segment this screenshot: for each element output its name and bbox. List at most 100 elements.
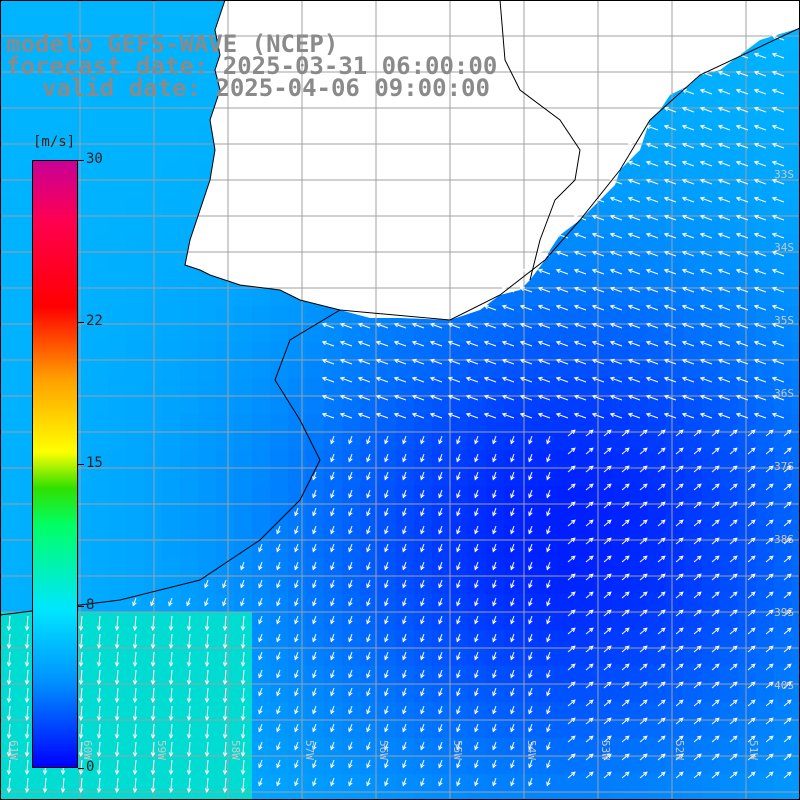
speed-cell [756,234,774,252]
wind-arrow [585,753,594,761]
wind-arrow [675,645,684,653]
wind-arrow [294,597,299,607]
speed-cell [576,216,594,234]
speed-cell [108,36,126,54]
speed-cell [648,702,666,720]
wind-arrow [621,771,630,779]
speed-cell [162,414,180,432]
speed-cell [684,414,702,432]
wind-arrow [663,160,677,167]
speed-cell [648,648,666,666]
speed-cell [702,378,720,396]
wind-arrow [438,741,443,751]
speed-cell [216,738,234,756]
speed-cell [738,666,756,684]
wind-arrow [627,358,641,365]
speed-cell [378,684,396,702]
speed-cell [702,162,720,180]
wind-arrow [312,741,317,751]
speed-cell [0,522,18,540]
speed-cell [630,792,648,800]
speed-cell [738,720,756,738]
wind-arrow [711,429,720,437]
wind-arrow [312,615,317,625]
speed-cell [36,18,54,36]
wind-arrow [729,627,738,635]
speed-cell [414,486,432,504]
speed-cell [18,504,36,522]
speed-cell [0,738,18,756]
wind-arrow [711,717,720,725]
speed-cell [666,288,684,306]
speed-cell [18,486,36,504]
speed-cell [666,504,684,522]
speed-cell [558,396,576,414]
wind-arrow [585,627,594,635]
wind-arrow [429,376,443,383]
speed-cell [270,414,288,432]
wind-arrow [657,465,666,473]
wind-arrow [168,705,174,721]
speed-cell [702,144,720,162]
wind-arrow [765,429,774,437]
wind-arrow [621,501,630,509]
speed-cell [684,216,702,234]
speed-cell [18,468,36,486]
speed-cell [0,558,18,576]
wind-arrow [591,214,605,221]
speed-cell [162,720,180,738]
speed-cell [90,0,108,18]
speed-cell [0,288,18,306]
speed-cell [342,594,360,612]
wind-arrow [510,525,515,535]
speed-cell [18,198,36,216]
wind-arrow [222,597,227,607]
speed-cell [18,702,36,720]
speed-cell [774,72,792,90]
speed-cell [720,504,738,522]
wind-arrow [693,429,702,437]
wind-arrow [567,501,576,509]
wind-arrow [627,412,641,419]
speed-cell [18,72,36,90]
wind-arrow [402,543,407,553]
wind-arrow [492,741,497,751]
wind-arrow [492,453,497,463]
wind-arrow [528,561,533,571]
speed-cell [630,198,648,216]
speed-cell [432,666,450,684]
speed-cell [558,468,576,486]
speed-cell [180,720,198,738]
speed-cell [666,108,684,126]
wind-arrow [240,777,246,793]
wind-arrow [537,304,551,311]
speed-cell [198,342,216,360]
speed-cell [108,468,126,486]
speed-cell [630,450,648,468]
speed-cell [648,576,666,594]
speed-cell [54,108,72,126]
wind-arrow [693,591,702,599]
wind-arrow [348,651,353,661]
speed-cell [468,414,486,432]
speed-cell [198,684,216,702]
wind-arrow [783,717,792,725]
speed-cell [774,576,792,594]
speed-cell [738,414,756,432]
wind-arrow [753,124,767,131]
wind-arrow [735,412,749,419]
wind-arrow [330,453,335,463]
speed-cell [126,342,144,360]
wind-arrow [420,669,425,679]
speed-cell [342,738,360,756]
speed-cell [72,774,90,792]
wind-arrow [585,537,594,545]
wind-arrow [402,471,407,481]
speed-cell [252,288,270,306]
speed-cell [792,126,800,144]
wind-arrow [321,322,335,329]
speed-cell [342,414,360,432]
wind-arrow [657,537,666,545]
speed-cell [324,396,342,414]
speed-cell [162,72,180,90]
